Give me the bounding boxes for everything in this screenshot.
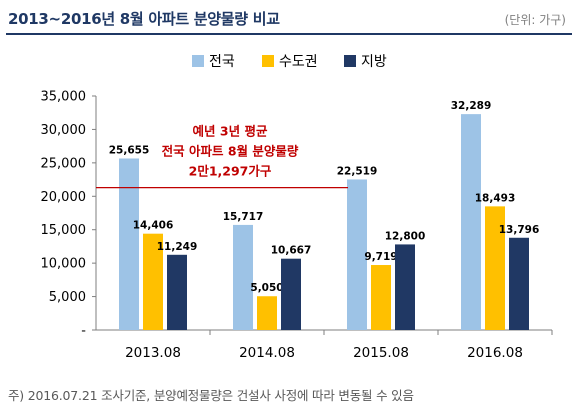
bar-2-0	[167, 254, 187, 330]
legend-swatch-2	[344, 55, 356, 67]
bar-1-2	[371, 265, 391, 330]
legend-swatch-1	[262, 55, 274, 67]
bar-1-0	[143, 233, 163, 330]
chart-title: 2013~2016년 8월 아파트 분양물량 비교	[8, 10, 280, 28]
unit-label: (단위: 가구)	[504, 13, 566, 27]
bar-2-1	[281, 258, 301, 330]
legend-label-2: 지방	[361, 54, 387, 70]
data-label-1-3: 18,493	[475, 192, 516, 204]
data-label-2-3: 13,796	[499, 224, 540, 236]
data-label-1-1: 5,050	[250, 282, 283, 294]
data-label-2-2: 12,800	[385, 230, 426, 242]
y-tick-label-3: 15,000	[41, 223, 87, 238]
data-label-0-3: 32,289	[451, 100, 492, 112]
data-label-2-0: 11,249	[157, 241, 198, 253]
y-tick-label-7: 35,000	[41, 90, 87, 105]
data-label-0-1: 15,717	[223, 211, 264, 223]
data-label-0-2: 22,519	[337, 165, 378, 177]
annotation-line-1: 전국 아파트 8월 분양물량	[162, 144, 299, 159]
bar-0-0	[119, 158, 139, 330]
data-label-1-2: 9,719	[364, 251, 397, 263]
bar-0-1	[233, 224, 253, 330]
y-tick-label-1: 5,000	[49, 290, 86, 305]
y-tick-label-4: 20,000	[41, 190, 87, 205]
title-underline	[6, 33, 572, 35]
y-tick-label-0: -	[81, 324, 86, 339]
legend-label-1: 수도권	[279, 54, 318, 70]
x-tick-label-2: 2015.08	[353, 345, 409, 361]
footnote: 주) 2016.07.21 조사기준, 분양예정물량은 건설사 사정에 따라 변…	[8, 388, 414, 403]
x-tick-label-1: 2014.08	[239, 345, 295, 361]
bar-2-3	[509, 237, 529, 330]
annotation-line-2: 2만1,297가구	[189, 164, 272, 179]
y-tick-label-5: 25,000	[41, 156, 87, 171]
legend-swatch-0	[192, 55, 204, 67]
bar-1-1	[257, 296, 277, 330]
chart-area: 전국 수도권 지방 - 5,000 10,000 15,000 20,000 25,000 30,…	[0, 48, 580, 380]
bar-1-3	[485, 206, 505, 330]
x-tick-label-0: 2013.08	[125, 345, 181, 361]
x-tick-label-3: 2016.08	[467, 345, 523, 361]
annotation-line-0: 예년 3년 평균	[193, 124, 268, 139]
bar-0-2	[347, 179, 367, 330]
legend-label-0: 전국	[209, 54, 235, 70]
data-label-1-0: 14,406	[133, 220, 174, 232]
data-label-2-1: 10,667	[271, 245, 312, 257]
bar-2-2	[395, 244, 415, 330]
bar-0-3	[461, 114, 481, 330]
y-tick-label-6: 30,000	[41, 123, 87, 138]
y-tick-label-2: 10,000	[41, 257, 87, 272]
data-label-0-0: 25,655	[109, 144, 150, 156]
bar-chart: 전국 수도권 지방 - 5,000 10,000 15,000 20,000 25,000 30,…	[41, 54, 553, 361]
